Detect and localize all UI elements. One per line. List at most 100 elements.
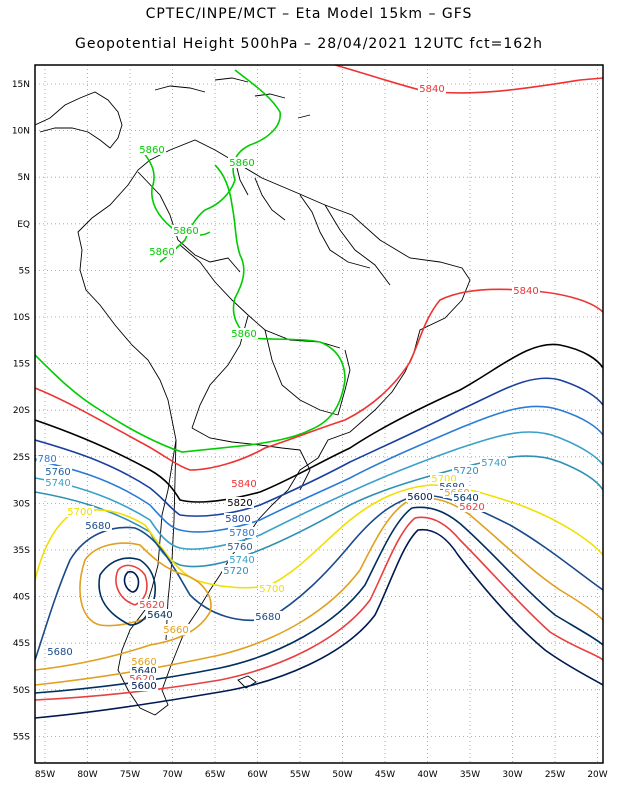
contour-label-bg	[46, 646, 74, 657]
contour-label: 5720	[453, 466, 478, 477]
contour-label-bg	[224, 513, 252, 524]
lon-label: 70W	[162, 770, 182, 780]
contour-label: 5620	[129, 674, 154, 685]
lon-label: 40W	[417, 770, 437, 780]
contour-label-bg	[452, 492, 480, 503]
contour-label: 5640	[453, 493, 478, 504]
contour-label: 5740	[481, 458, 506, 469]
contour-label: 5760	[45, 467, 70, 478]
contour-label-bg	[162, 624, 190, 635]
lat-label: 10S	[13, 313, 30, 323]
contour-label: 5860	[173, 226, 198, 237]
lon-label: 75W	[120, 770, 140, 780]
lon-label: 80W	[77, 770, 97, 780]
contour-label-bg	[418, 83, 446, 94]
lat-label: 10N	[12, 127, 30, 137]
contour-label-bg	[146, 609, 174, 620]
lat-label: 30S	[13, 499, 30, 509]
contour-labels: 5840586058605860586058605840578057605740…	[31, 83, 540, 692]
latitude-labels: 15N 10N 5N EQ 5S 10S 15S 20S 25S 30S 35S 40S 45S 50S 5…	[12, 80, 30, 742]
contour-label-bg	[458, 501, 486, 512]
contour-label-bg	[148, 246, 176, 257]
contour-label: 5780	[31, 454, 56, 465]
lon-label: 30W	[502, 770, 522, 780]
lat-label: 55S	[13, 732, 30, 742]
lon-label: 55W	[290, 770, 310, 780]
contour-label-bg	[35, 453, 58, 464]
contour-label: 5660	[131, 657, 156, 668]
contour-label-bg	[230, 328, 258, 339]
contour-label: 5600	[407, 492, 432, 503]
contour-label-bg	[44, 477, 72, 488]
lat-label: 40S	[13, 593, 30, 603]
lon-label: 45W	[375, 770, 395, 780]
grid-lines	[35, 65, 603, 763]
contour-label-bg	[226, 497, 254, 508]
contour-label-bg	[228, 527, 256, 538]
contour-label: 5680	[85, 521, 110, 532]
contour-label: 5620	[139, 600, 164, 611]
lat-label: 50S	[13, 686, 30, 696]
contour-label: 5840	[231, 479, 256, 490]
contour-label-bg	[84, 520, 112, 531]
contour-label: 5740	[229, 555, 254, 566]
longitude-labels: 85W 80W 75W 70W 65W 60W 55W 50W 45W 40W 35W 30W 25W 2…	[35, 770, 608, 780]
contour-label: 5800	[225, 514, 250, 525]
contour-label-bg	[226, 541, 254, 552]
contour-label: 5680	[47, 647, 72, 658]
contour-label: 5680	[255, 612, 280, 623]
contour-label: 5700	[67, 507, 92, 518]
contour-label: 5840	[419, 84, 444, 95]
map-frame	[34, 64, 604, 764]
contour-label: 5640	[147, 610, 172, 621]
contour-label-bg	[138, 599, 166, 610]
contour-label-bg	[254, 611, 282, 622]
contour-label: 5600	[131, 681, 156, 692]
lon-label: 35W	[460, 770, 480, 780]
contour-label-bg	[438, 481, 466, 492]
lat-label: 35S	[13, 546, 30, 556]
contour-label: 5700	[259, 584, 284, 595]
lat-label: 15N	[12, 80, 30, 90]
lat-label: 20S	[13, 406, 30, 416]
contour-label: 5860	[149, 247, 174, 258]
contour-label: 5820	[227, 498, 252, 509]
lon-label: 25W	[545, 770, 565, 780]
contour-label: 5620	[459, 502, 484, 513]
contour-label-bg	[228, 157, 256, 168]
lon-label: 65W	[205, 770, 225, 780]
lat-label: 25S	[13, 453, 30, 463]
contour-label: 5700	[431, 474, 456, 485]
lat-label: 45S	[13, 639, 30, 649]
contour-label-bg	[430, 473, 458, 484]
contour-label: 5860	[231, 329, 256, 340]
map-title-line1: CPTEC/INPE/MCT – Eta Model 15km – GFS	[145, 6, 473, 22]
lon-label: 60W	[247, 770, 267, 780]
contour-label: 5760	[227, 542, 252, 553]
contour-lines	[35, 65, 603, 719]
lat-label: 15S	[13, 360, 30, 370]
lon-label: 50W	[332, 770, 352, 780]
lat-label: 5S	[19, 266, 31, 276]
contour-label-bg	[406, 491, 434, 502]
contour-label: 5840	[513, 286, 538, 297]
contour-label-bg	[130, 665, 158, 676]
contour-label: 5860	[139, 145, 164, 156]
contour-label-bg	[66, 506, 94, 517]
contour-label-bg	[480, 457, 508, 468]
lat-label: 5N	[18, 173, 30, 183]
contour-label-bg	[452, 465, 480, 476]
contour-label-bg	[230, 478, 258, 489]
contour-label: 5640	[131, 666, 156, 677]
contour-label: 5780	[229, 528, 254, 539]
contour-label-bg	[228, 554, 256, 565]
contour-label-bg	[222, 565, 250, 576]
contour-label-bg	[512, 285, 540, 296]
contour-label-bg	[130, 656, 158, 667]
lon-label: 20W	[587, 770, 607, 780]
contour-label-bg	[44, 466, 72, 477]
contour-label: 5740	[45, 478, 70, 489]
map-title-line2: Geopotential Height 500hPa – 28/04/2021 …	[75, 36, 543, 52]
contour-label: 5860	[229, 158, 254, 169]
